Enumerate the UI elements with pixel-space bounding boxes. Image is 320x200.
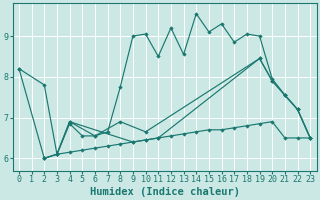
X-axis label: Humidex (Indice chaleur): Humidex (Indice chaleur) [90,186,240,197]
